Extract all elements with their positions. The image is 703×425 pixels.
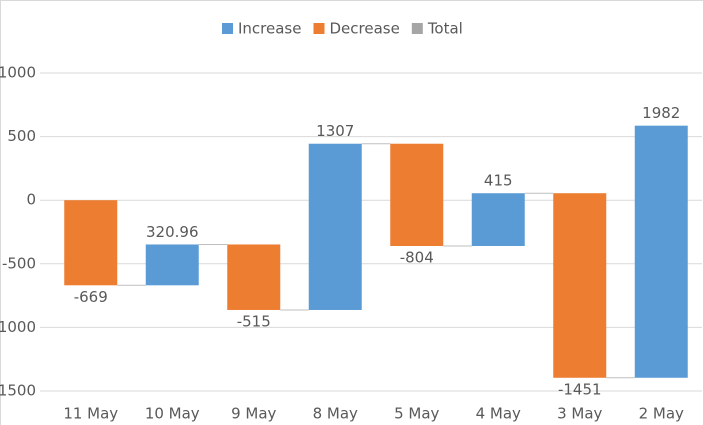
bar [390,143,444,246]
x-tick-label: 5 May [394,405,439,423]
data-label: -669 [74,288,108,306]
legend-label: Total [427,20,463,38]
x-tick-label: 8 May [313,405,358,423]
x-tick-label: 9 May [231,405,276,423]
data-label: 1982 [642,104,680,122]
legend-swatch [411,23,423,34]
bar [634,125,688,378]
bar [64,200,118,286]
y-tick-label: 1000 [0,64,36,82]
legend-swatch [222,23,233,34]
x-tick-label: 11 May [63,405,118,423]
y-tick-label: -1000 [0,318,36,336]
x-tick-label: 2 May [639,405,684,423]
x-tick-label: 10 May [145,405,200,423]
legend-label: Decrease [329,20,399,38]
data-label: 415 [484,172,513,190]
y-tick-label: 0 [26,191,36,209]
y-tick-label: 500 [7,127,36,145]
data-label: -804 [400,248,434,266]
y-tick-label: -500 [2,254,36,272]
bar [145,244,199,286]
legend-swatch [313,23,325,34]
data-label: 1307 [316,122,354,140]
data-label: 320.96 [146,223,199,241]
bar [227,244,281,310]
data-label: -1451 [558,380,602,398]
bar [471,193,525,246]
x-tick-label: 4 May [476,405,521,423]
legend-label: Increase [238,20,301,38]
y-tick-label: -1500 [0,382,36,400]
bar [553,193,607,378]
data-label: -515 [237,312,271,330]
bar [308,143,362,310]
x-tick-label: 3 May [557,405,602,423]
